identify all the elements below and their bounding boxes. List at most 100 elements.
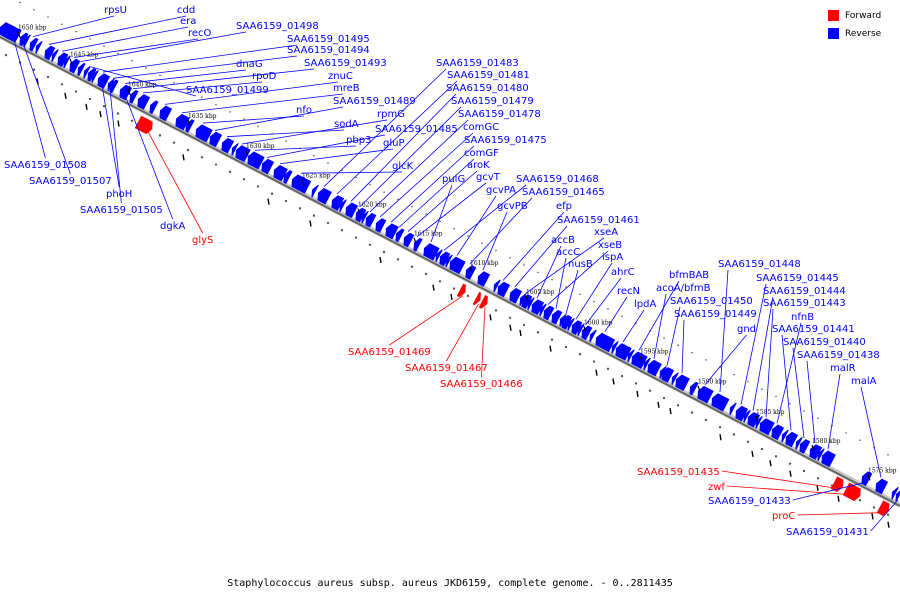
gene-arrow-forward: [842, 482, 861, 502]
tick-mark: [639, 355, 643, 362]
leader-line: [416, 182, 487, 238]
gene-block: [821, 450, 836, 468]
feature-dash: [85, 103, 88, 110]
gene-block: [317, 187, 332, 205]
gene-arrow-reverse: [149, 100, 159, 115]
guide-dot: [676, 404, 680, 407]
guide-dot: [270, 192, 274, 195]
leader-line: [604, 296, 628, 332]
gene-label: SAA6159_01466: [440, 379, 523, 390]
gene-arrow-reverse: [465, 265, 477, 280]
guide-dot: [522, 323, 526, 327]
gene-block: [675, 374, 690, 392]
gene-block: [385, 223, 399, 239]
guide-dot: [61, 23, 63, 26]
backbone: [0, 33, 900, 508]
guide-dot: [565, 286, 567, 288]
leader-line: [102, 44, 298, 73]
guide-dot: [648, 389, 652, 392]
guide-dot: [368, 243, 372, 247]
gene-label: xseB: [598, 240, 622, 251]
leader-line: [389, 295, 464, 346]
gene-arrow-reverse: [551, 309, 563, 325]
leader-line: [565, 269, 579, 314]
guide-dot: [383, 191, 385, 193]
legend: Forward Reverse: [828, 8, 894, 44]
gene-block: [472, 291, 482, 306]
gene-label: SAA6159_01461: [557, 215, 640, 226]
feature-dash: [769, 460, 772, 467]
guide-dot: [536, 331, 540, 334]
gene-block: [375, 218, 387, 233]
legend-label-reverse: Reverse: [845, 28, 882, 39]
gene-label: glcK: [392, 161, 414, 172]
gene-label: rpmG: [377, 109, 405, 120]
tick-label: 1575 kbp: [868, 467, 897, 474]
gene-block-unlabeled: [729, 402, 737, 416]
tick-mark: [469, 266, 473, 274]
guide-dot: [32, 68, 36, 71]
gene-label: SAA6159_01431: [786, 527, 869, 538]
gene-arrow-reverse: [631, 351, 648, 370]
guide-dot: [312, 214, 316, 217]
gene-block-unlabeled: [0, 22, 16, 40]
guide-dot: [523, 264, 525, 266]
gene-arrow-reverse: [767, 422, 775, 436]
gene-arrow-reverse: [63, 55, 71, 69]
guide-dot: [621, 315, 623, 317]
gene-label: era: [180, 16, 196, 27]
gene-block-unlabeled: [659, 366, 667, 379]
gene-arrow-reverse: [361, 210, 369, 224]
gene-arrow-reverse: [317, 187, 332, 205]
feature-dash: [837, 495, 840, 502]
gene-label: SAA6159_01489: [333, 96, 416, 107]
feature-dash: [379, 256, 382, 264]
gene-label: accB: [551, 235, 575, 246]
gene-block-unlabeled: [567, 318, 575, 332]
guide-dot: [298, 207, 302, 210]
guide-dot: [887, 453, 889, 456]
gene-block: [785, 431, 799, 448]
gene-arrow-reverse: [247, 151, 264, 169]
guide-dot: [88, 97, 92, 101]
gene-block: [477, 271, 491, 287]
gene-arrow-reverse: [395, 228, 405, 243]
gene-arrow-reverse: [87, 68, 97, 82]
tick-mark: [811, 444, 815, 452]
leader-line: [719, 269, 729, 393]
gene-block: [134, 115, 153, 135]
gene-block: [159, 105, 173, 122]
gene-block-unlabeled: [493, 279, 501, 293]
gene-arrow-reverse: [559, 314, 567, 327]
gene-arrow-reverse: [205, 129, 213, 143]
gene-label: SAA6159_01494: [287, 45, 370, 56]
gene-arrow-reverse: [35, 40, 43, 54]
guide-dot: [746, 440, 750, 443]
backbone-line: [0, 36, 900, 507]
gene-arrow-reverse: [743, 409, 751, 423]
gene-block: [57, 52, 69, 68]
gene-label: SAA6159_01508: [4, 160, 87, 171]
gene-block: [365, 212, 377, 228]
gene-label: SAA6159_01435: [637, 467, 720, 478]
leader-line: [456, 195, 497, 256]
leader-line: [398, 158, 475, 228]
gene-arrow-reverse: [755, 416, 763, 430]
tick-mark: [357, 208, 361, 215]
gene-label: SAA6159_01481: [447, 70, 530, 81]
gene-label: aroK: [467, 160, 490, 171]
gene-block: [543, 305, 555, 321]
leader-line: [214, 106, 344, 131]
gene-block-unlabeled: [257, 156, 265, 170]
gene-arrow-reverse: [129, 89, 139, 104]
gene-label: efp: [556, 201, 572, 212]
feature-dash: [657, 401, 660, 409]
gene-block-unlabeled: [627, 349, 635, 363]
gene-arrow-reverse: [895, 489, 900, 502]
feature-dash: [719, 434, 722, 441]
gene-block: [647, 359, 662, 377]
gene-arrow-reverse: [385, 223, 399, 239]
guide-dot: [578, 353, 582, 356]
tick-label: 1620 kbp: [358, 202, 387, 209]
leader-line: [266, 134, 386, 158]
